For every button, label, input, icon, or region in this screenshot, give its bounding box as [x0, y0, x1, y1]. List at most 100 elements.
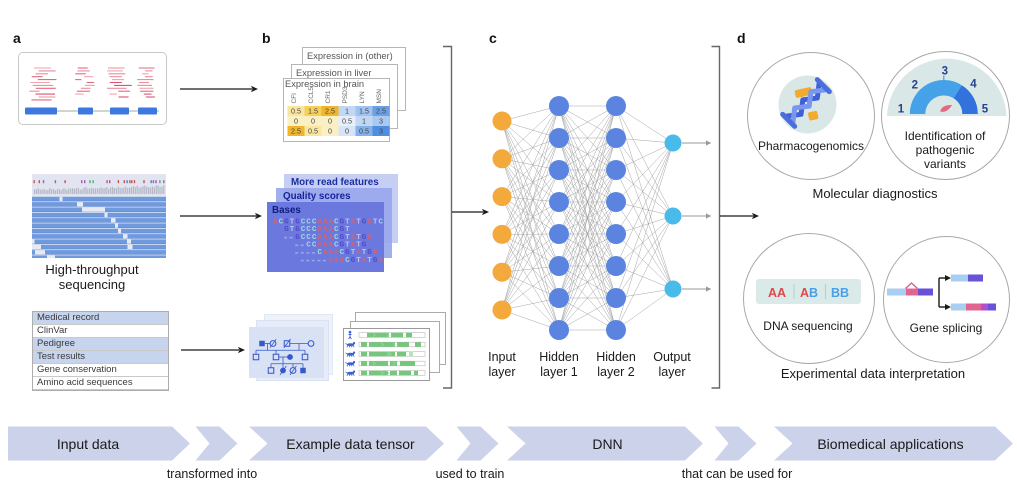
svg-text:0: 0: [328, 117, 332, 126]
svg-text:5: 5: [982, 103, 989, 115]
svg-text:0: 0: [294, 117, 298, 126]
svg-text:AA: AA: [768, 286, 786, 300]
svg-text:T: T: [356, 257, 361, 265]
svg-text:A: A: [317, 219, 322, 227]
svg-text:BB: BB: [831, 286, 849, 300]
svg-text:G: G: [345, 249, 350, 257]
svg-text:T: T: [356, 219, 361, 227]
svg-text:T: T: [356, 242, 361, 250]
svg-text:A: A: [323, 219, 328, 227]
svg-text:CCL5: CCL5: [308, 86, 315, 103]
svg-text:CR1: CR1: [325, 90, 332, 103]
svg-text:C: C: [317, 249, 322, 257]
svg-text:T: T: [356, 234, 361, 242]
svg-text:A: A: [367, 219, 372, 227]
svg-text:A: A: [323, 226, 328, 234]
svg-text:2.5: 2.5: [291, 127, 301, 136]
svg-text:0.5: 0.5: [291, 107, 301, 116]
svg-text:A: A: [317, 234, 322, 242]
svg-text:C: C: [312, 219, 317, 227]
svg-text:T: T: [290, 226, 295, 234]
svg-text:4: 4: [970, 78, 977, 90]
svg-text:T: T: [367, 257, 372, 265]
svg-text:0: 0: [311, 117, 315, 126]
svg-text:G: G: [373, 257, 378, 265]
svg-text:C: C: [306, 242, 311, 250]
svg-text:G: G: [362, 242, 367, 250]
svg-text:C: C: [379, 219, 384, 227]
svg-text:C: C: [312, 226, 317, 234]
svg-text:0.5: 0.5: [308, 127, 318, 136]
svg-text:T: T: [345, 242, 350, 250]
svg-text:G: G: [295, 219, 300, 227]
svg-text:A: A: [351, 234, 356, 242]
svg-text:G: G: [340, 219, 345, 227]
svg-text:T: T: [362, 249, 367, 257]
svg-text:C: C: [334, 219, 339, 227]
svg-text:T: T: [351, 249, 356, 257]
svg-text:C: C: [334, 234, 339, 242]
svg-text:C: C: [306, 226, 311, 234]
svg-text:0: 0: [328, 127, 332, 136]
svg-text:C: C: [301, 226, 306, 234]
svg-text:A: A: [373, 249, 378, 257]
svg-text:G: G: [340, 226, 345, 234]
svg-text:0.5: 0.5: [342, 117, 352, 126]
svg-text:LYN: LYN: [359, 91, 366, 103]
svg-text:A: A: [356, 249, 361, 257]
svg-text:3: 3: [379, 117, 383, 126]
svg-text:A: A: [340, 257, 345, 265]
svg-text:G: G: [367, 249, 372, 257]
svg-text:C: C: [279, 219, 284, 227]
svg-text:C: C: [334, 242, 339, 250]
svg-text:C: C: [301, 234, 306, 242]
svg-text:3: 3: [942, 65, 948, 77]
svg-text:A: A: [323, 249, 328, 257]
svg-text:2.5: 2.5: [325, 107, 335, 116]
svg-text:G: G: [340, 242, 345, 250]
svg-text:C: C: [301, 219, 306, 227]
svg-text:0: 0: [345, 127, 349, 136]
svg-text:G: G: [295, 226, 300, 234]
svg-text:1: 1: [345, 107, 349, 116]
svg-text:A: A: [323, 242, 328, 250]
svg-text:1.5: 1.5: [359, 107, 369, 116]
svg-text:G: G: [284, 226, 289, 234]
svg-text:A: A: [367, 234, 372, 242]
svg-text:G: G: [362, 219, 367, 227]
svg-text:C: C: [306, 234, 311, 242]
svg-text:A: A: [329, 257, 334, 265]
svg-text:G: G: [295, 234, 300, 242]
svg-text:CFI: CFI: [291, 93, 298, 104]
svg-text:C: C: [312, 242, 317, 250]
svg-text:A: A: [351, 219, 356, 227]
svg-text:C: C: [312, 234, 317, 242]
svg-text:A: A: [273, 219, 278, 227]
svg-text:A: A: [379, 257, 384, 265]
svg-text:2: 2: [912, 79, 918, 91]
svg-text:A: A: [317, 226, 322, 234]
svg-text:A: A: [362, 257, 367, 265]
svg-text:A: A: [334, 257, 339, 265]
svg-text:AB: AB: [800, 286, 818, 300]
svg-text:A: A: [317, 242, 322, 250]
svg-text:C: C: [334, 226, 339, 234]
svg-text:MSN: MSN: [376, 89, 383, 104]
svg-text:T: T: [290, 219, 295, 227]
svg-text:2.5: 2.5: [376, 107, 386, 116]
svg-text:G: G: [351, 257, 356, 265]
svg-text:C: C: [306, 219, 311, 227]
svg-text:T: T: [345, 226, 350, 234]
svg-text:A: A: [329, 249, 334, 257]
svg-text:T: T: [345, 219, 350, 227]
svg-text:C: C: [345, 257, 350, 265]
svg-text:3: 3: [379, 127, 383, 136]
svg-text:1: 1: [362, 117, 366, 126]
svg-text:1.5: 1.5: [308, 107, 318, 116]
svg-text:PSD3: PSD3: [342, 86, 349, 103]
svg-text:G: G: [284, 219, 289, 227]
svg-text:T: T: [373, 219, 378, 227]
svg-text:A: A: [334, 249, 339, 257]
svg-text:G: G: [340, 234, 345, 242]
svg-text:C: C: [340, 249, 345, 257]
